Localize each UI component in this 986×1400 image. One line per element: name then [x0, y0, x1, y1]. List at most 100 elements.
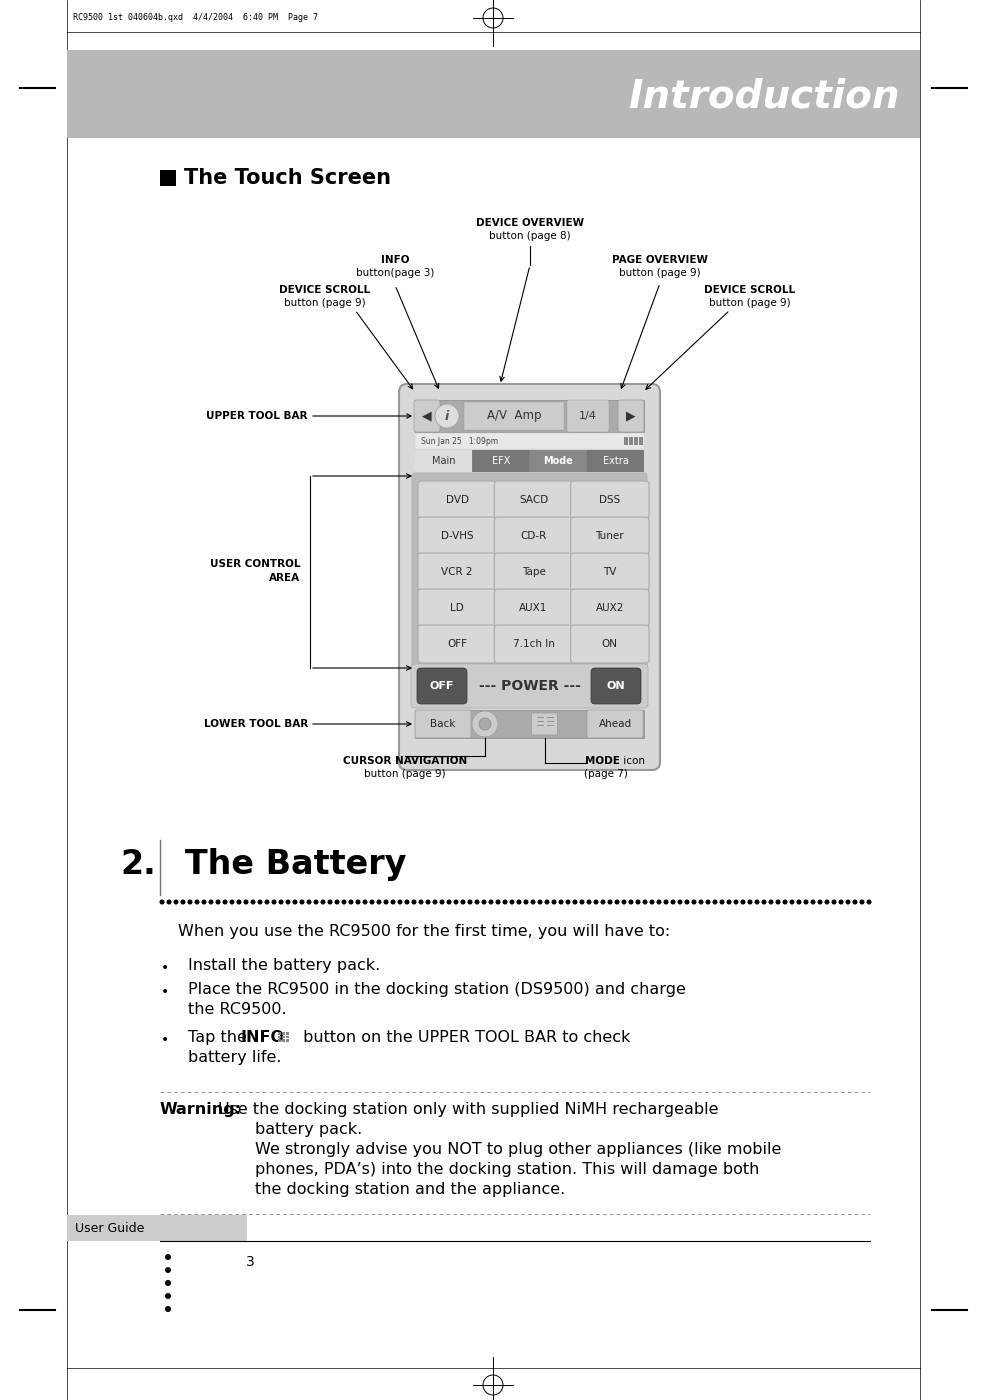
Text: ON: ON — [606, 680, 625, 692]
Circle shape — [165, 1267, 171, 1273]
Bar — [282, 1036, 285, 1037]
Text: We strongly advise you NOT to plug other appliances (like mobile: We strongly advise you NOT to plug other… — [254, 1142, 781, 1156]
Circle shape — [559, 900, 562, 904]
Text: button (page 9): button (page 9) — [709, 298, 790, 308]
FancyBboxPatch shape — [587, 710, 642, 738]
Circle shape — [810, 900, 814, 904]
Circle shape — [607, 900, 611, 904]
Text: Install the battery pack.: Install the battery pack. — [187, 958, 380, 973]
Circle shape — [412, 900, 415, 904]
Bar — [278, 1032, 281, 1035]
Circle shape — [433, 900, 437, 904]
FancyBboxPatch shape — [531, 713, 557, 735]
Text: DSS: DSS — [599, 496, 620, 505]
Bar — [463, 402, 563, 430]
Circle shape — [181, 900, 184, 904]
FancyBboxPatch shape — [416, 668, 466, 704]
Bar — [160, 169, 176, 186]
Bar — [286, 1032, 289, 1035]
FancyBboxPatch shape — [413, 400, 440, 433]
FancyBboxPatch shape — [411, 473, 647, 679]
Circle shape — [435, 405, 458, 428]
Text: DEVICE SCROLL: DEVICE SCROLL — [279, 286, 370, 295]
Circle shape — [510, 900, 514, 904]
Circle shape — [202, 900, 206, 904]
Text: Tape: Tape — [521, 567, 545, 577]
Text: battery pack.: battery pack. — [254, 1121, 362, 1137]
Bar — [278, 1036, 281, 1037]
Text: Warning:: Warning: — [160, 1102, 242, 1117]
Circle shape — [706, 900, 709, 904]
Text: Sun Jan 25   1:09pm: Sun Jan 25 1:09pm — [421, 437, 498, 445]
Circle shape — [209, 900, 213, 904]
Text: button (page 9): button (page 9) — [364, 769, 446, 778]
Text: AREA: AREA — [268, 573, 300, 582]
Text: phones, PDA’s) into the docking station. This will damage both: phones, PDA’s) into the docking station.… — [254, 1162, 758, 1177]
Circle shape — [320, 900, 324, 904]
Text: button(page 3): button(page 3) — [355, 267, 434, 279]
Text: 2.: 2. — [120, 848, 156, 881]
Circle shape — [328, 900, 331, 904]
Circle shape — [537, 900, 541, 904]
Circle shape — [216, 900, 220, 904]
Circle shape — [419, 900, 422, 904]
Circle shape — [405, 900, 408, 904]
FancyBboxPatch shape — [414, 710, 470, 738]
Text: CURSOR NAVIGATION: CURSOR NAVIGATION — [342, 756, 466, 766]
Circle shape — [670, 900, 674, 904]
Text: Extra: Extra — [601, 456, 628, 466]
Text: MODE: MODE — [584, 756, 619, 766]
Circle shape — [551, 900, 555, 904]
Text: •: • — [161, 986, 169, 1000]
Bar — [282, 1032, 285, 1035]
Text: (page 7): (page 7) — [584, 769, 628, 778]
Circle shape — [160, 900, 164, 904]
FancyBboxPatch shape — [398, 384, 660, 770]
Bar — [414, 433, 643, 449]
Circle shape — [165, 1254, 171, 1260]
FancyBboxPatch shape — [418, 482, 496, 519]
Text: When you use the RC9500 for the first time, you will have to:: When you use the RC9500 for the first ti… — [177, 924, 669, 939]
Text: i: i — [445, 409, 449, 423]
Circle shape — [188, 900, 191, 904]
Circle shape — [867, 900, 870, 904]
Circle shape — [370, 900, 374, 904]
FancyBboxPatch shape — [566, 400, 608, 433]
Text: Mode: Mode — [542, 456, 573, 466]
Circle shape — [817, 900, 821, 904]
Text: Introduction: Introduction — [628, 77, 899, 115]
Circle shape — [691, 900, 695, 904]
Text: DEVICE OVERVIEW: DEVICE OVERVIEW — [475, 218, 584, 228]
Circle shape — [307, 900, 311, 904]
FancyBboxPatch shape — [410, 664, 648, 708]
Circle shape — [657, 900, 661, 904]
Circle shape — [265, 900, 268, 904]
FancyBboxPatch shape — [418, 553, 496, 591]
Text: ◀: ◀ — [422, 409, 432, 423]
Bar — [67, 1215, 246, 1240]
Text: PAGE OVERVIEW: PAGE OVERVIEW — [611, 255, 707, 265]
FancyBboxPatch shape — [414, 449, 471, 472]
Circle shape — [356, 900, 360, 904]
Circle shape — [314, 900, 317, 904]
Circle shape — [824, 900, 828, 904]
Text: the RC9500.: the RC9500. — [187, 1002, 286, 1016]
Text: 3: 3 — [246, 1254, 254, 1268]
Circle shape — [390, 900, 394, 904]
Text: button (page 9): button (page 9) — [618, 267, 700, 279]
Circle shape — [573, 900, 576, 904]
FancyBboxPatch shape — [494, 624, 572, 664]
Circle shape — [684, 900, 688, 904]
Circle shape — [643, 900, 646, 904]
Circle shape — [783, 900, 786, 904]
Circle shape — [852, 900, 856, 904]
Circle shape — [664, 900, 668, 904]
FancyBboxPatch shape — [494, 517, 572, 554]
Circle shape — [845, 900, 849, 904]
Text: SACD: SACD — [519, 496, 547, 505]
Bar — [623, 437, 627, 445]
Text: RC9500 1st 040604b.qxd  4/4/2004  6:40 PM  Page 7: RC9500 1st 040604b.qxd 4/4/2004 6:40 PM … — [73, 14, 317, 22]
Circle shape — [621, 900, 625, 904]
Circle shape — [467, 900, 471, 904]
Circle shape — [496, 900, 499, 904]
